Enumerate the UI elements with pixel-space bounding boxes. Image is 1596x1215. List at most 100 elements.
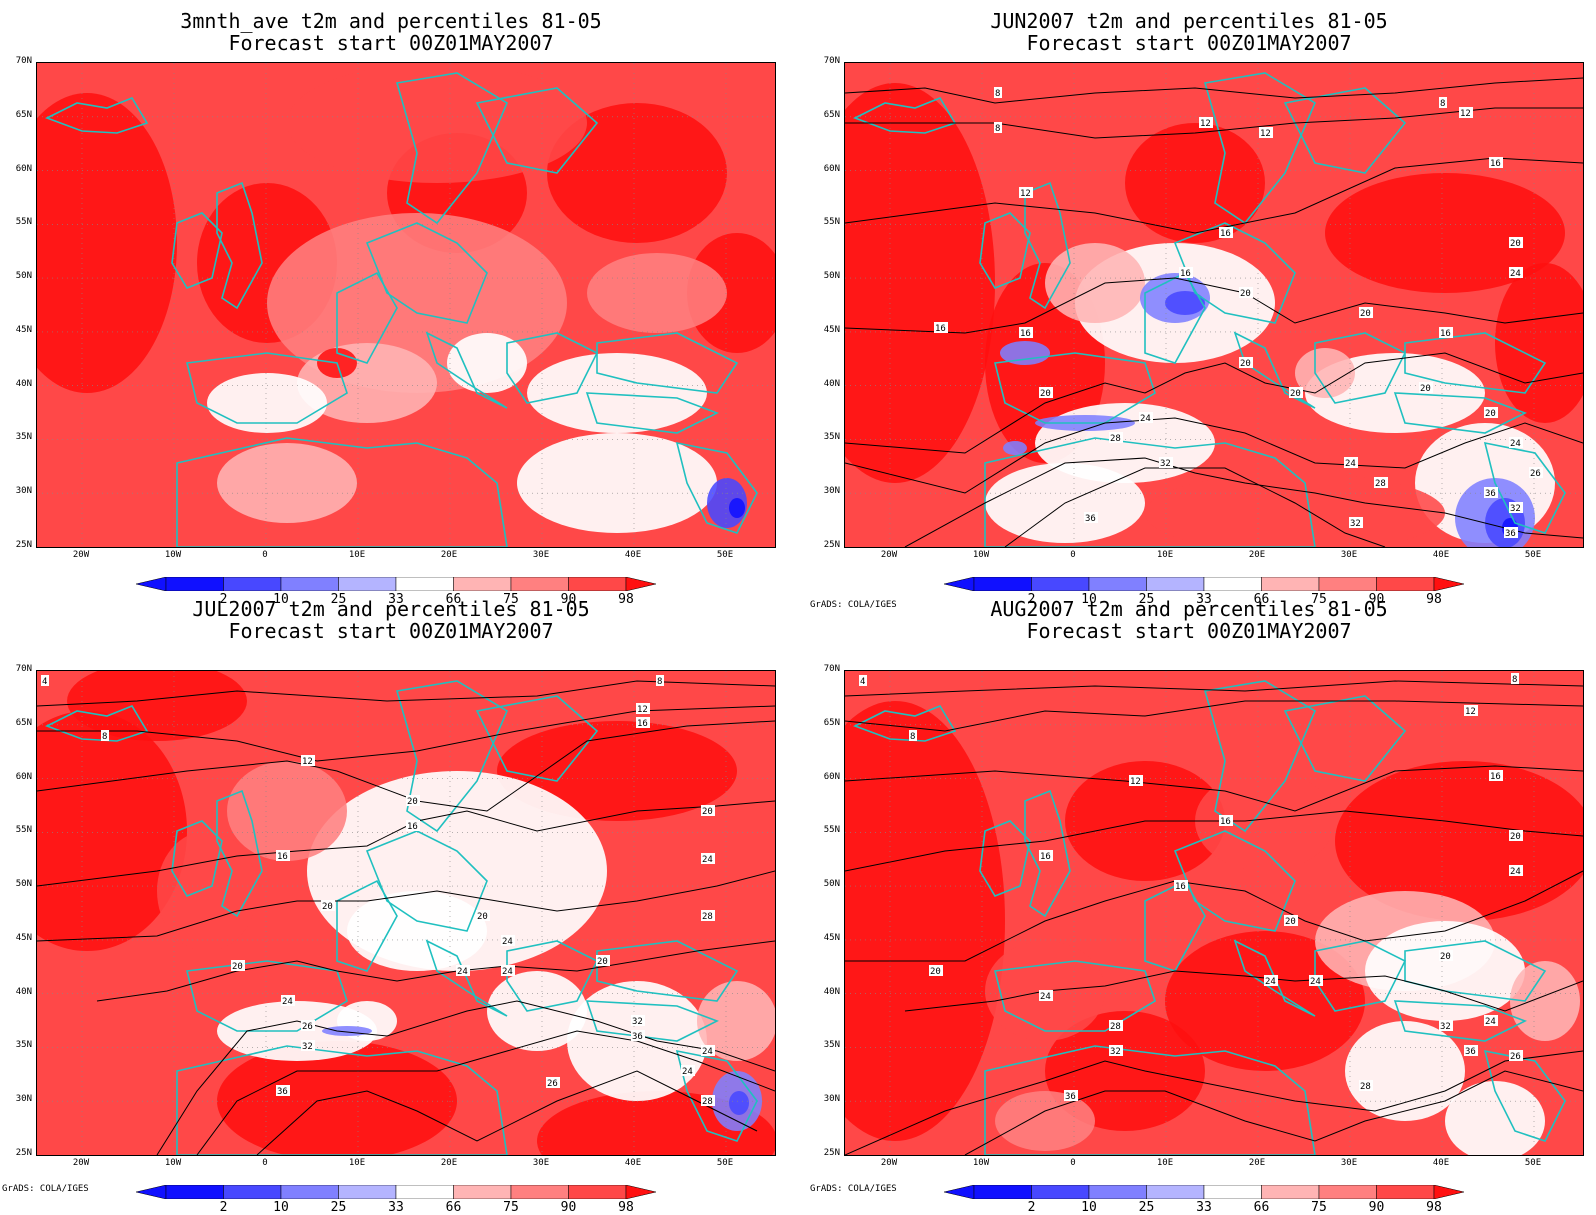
contour-label-bg [701, 910, 715, 921]
colorbar-label: 66 [445, 1200, 462, 1215]
contour-label-bg [101, 730, 109, 741]
colorbar-label: 90 [560, 1200, 577, 1215]
contour-label-bg [1439, 1020, 1453, 1031]
contour-label-bg [1174, 880, 1188, 891]
contour-label: 16 [277, 852, 288, 862]
contour-label: 24 [1310, 977, 1321, 987]
contour-label-bg [1309, 975, 1323, 986]
colorbar-label: 33 [1196, 592, 1212, 607]
temperature-contour [256, 1070, 758, 1155]
temperature-contour [37, 870, 775, 942]
colorbar-label: 98 [1426, 1200, 1442, 1215]
contour-label: 36 [1085, 514, 1096, 524]
colorbar-arrow-right [625, 576, 657, 592]
contour-label-bg [1509, 267, 1523, 278]
contour-label: 32 [1110, 1047, 1121, 1057]
contour-label: 20 [1360, 309, 1371, 319]
map-plot: 4 8 8 12 12 16 16 16 20 24 16 20 20 20 24 24 24 24 28 32 36 2… [844, 670, 1584, 1156]
latitude-label: 70N [823, 664, 840, 674]
temperature-contour [845, 700, 1583, 732]
latitude-label: 70N [823, 56, 840, 66]
panel-title-line1: JUN2007 t2m and percentiles 81-05 [990, 9, 1388, 33]
longitude-label: 40E [624, 1158, 642, 1168]
coastline [585, 1000, 719, 1042]
coastline [44, 705, 149, 742]
contour-label-bg [1509, 1050, 1523, 1061]
contour-label-bg [909, 730, 917, 741]
colorbar-segment [338, 1184, 397, 1200]
contour-label: 12 [1460, 109, 1471, 119]
contour-label: 8 [995, 89, 1000, 99]
contour-label-bg [1159, 457, 1173, 468]
percentile-region [1045, 243, 1145, 323]
latitude-label: 50N [823, 271, 840, 282]
contour-label-bg [1464, 1045, 1478, 1056]
percentile-region [729, 498, 745, 518]
colorbar-segment [395, 576, 454, 592]
coastline [1283, 695, 1407, 782]
contour-label-bg [476, 910, 490, 921]
longitude-label: 30E [532, 550, 550, 560]
coastline [1203, 680, 1317, 833]
contour-label-bg [1109, 1020, 1123, 1031]
colorbar-arrow-right [1433, 1184, 1465, 1200]
coastline [596, 332, 739, 394]
contour-label: 8 [102, 732, 107, 742]
coastline [506, 332, 599, 404]
contour-label: 16 [1040, 852, 1051, 862]
temperature-contour [845, 870, 1583, 962]
contour-label-bg [1439, 950, 1453, 961]
percentile-region [67, 671, 247, 741]
contour-label-bg [1504, 527, 1518, 538]
contour-label: 8 [657, 677, 662, 687]
percentile-region [1445, 1081, 1545, 1155]
longitude-label: 50E [1524, 550, 1542, 560]
contour-label: 24 [1485, 1017, 1496, 1027]
longitude-label: 30E [1340, 550, 1358, 560]
contour-label: 20 [597, 957, 608, 967]
contour-label-bg [1489, 770, 1503, 781]
contour-label-bg [1019, 187, 1033, 198]
contour-label-bg [231, 960, 245, 971]
temperature-contour [96, 940, 775, 1002]
colorbar-label: 10 [1081, 1200, 1097, 1215]
colorbar-segment [223, 576, 282, 592]
colorbar-segment [1261, 1184, 1320, 1200]
colorbar-segment [1088, 1184, 1147, 1200]
coastline [506, 940, 599, 1012]
colorbar-label: 2 [1027, 1200, 1036, 1215]
coastline [395, 680, 509, 833]
colorbar-segment [1031, 576, 1090, 592]
longitude-label: 10W [972, 1158, 990, 1168]
coastline [852, 97, 957, 134]
coastline [395, 72, 509, 225]
longitude-label: 30E [1340, 1158, 1358, 1168]
contour-label-bg [681, 1065, 695, 1076]
longitude-label: 10W [972, 550, 990, 560]
percentile-region [207, 373, 327, 433]
coastline [1233, 939, 1316, 1017]
contour-label: 24 [1040, 992, 1051, 1002]
contour-label: 8 [1512, 675, 1517, 685]
latitude-label: 55N [823, 825, 840, 836]
contour-label: 36 [632, 1032, 643, 1042]
percentile-region [845, 701, 1005, 1141]
contour-label: 20 [1485, 409, 1496, 419]
longitude-label: 0 [262, 1158, 268, 1168]
latitude-label: 35N [823, 1040, 840, 1051]
contour-label: 36 [277, 1087, 288, 1097]
longitude-label: 20W [72, 550, 90, 560]
colorbar-label: 25 [330, 1200, 347, 1215]
longitude-label: 10E [1156, 1158, 1174, 1168]
panel-title-line1: 3mnth_ave t2m and percentiles 81-05 [180, 9, 602, 33]
colorbar-segment [510, 1184, 569, 1200]
map-plot: 4 8 8 12 16 12 16 16 20 24 28 20 20 20 20 24 24 20 24 24 26 3… [36, 670, 776, 1156]
contour-label-bg [1464, 705, 1478, 716]
percentile-region [1003, 441, 1027, 455]
contour-label-bg [994, 87, 1002, 98]
coastline [994, 352, 1156, 424]
colorbar-label: 2 [219, 1200, 228, 1215]
contour-label: 16 [1440, 329, 1451, 339]
coastline [675, 1049, 758, 1142]
colorbar-label: 90 [1368, 592, 1385, 607]
